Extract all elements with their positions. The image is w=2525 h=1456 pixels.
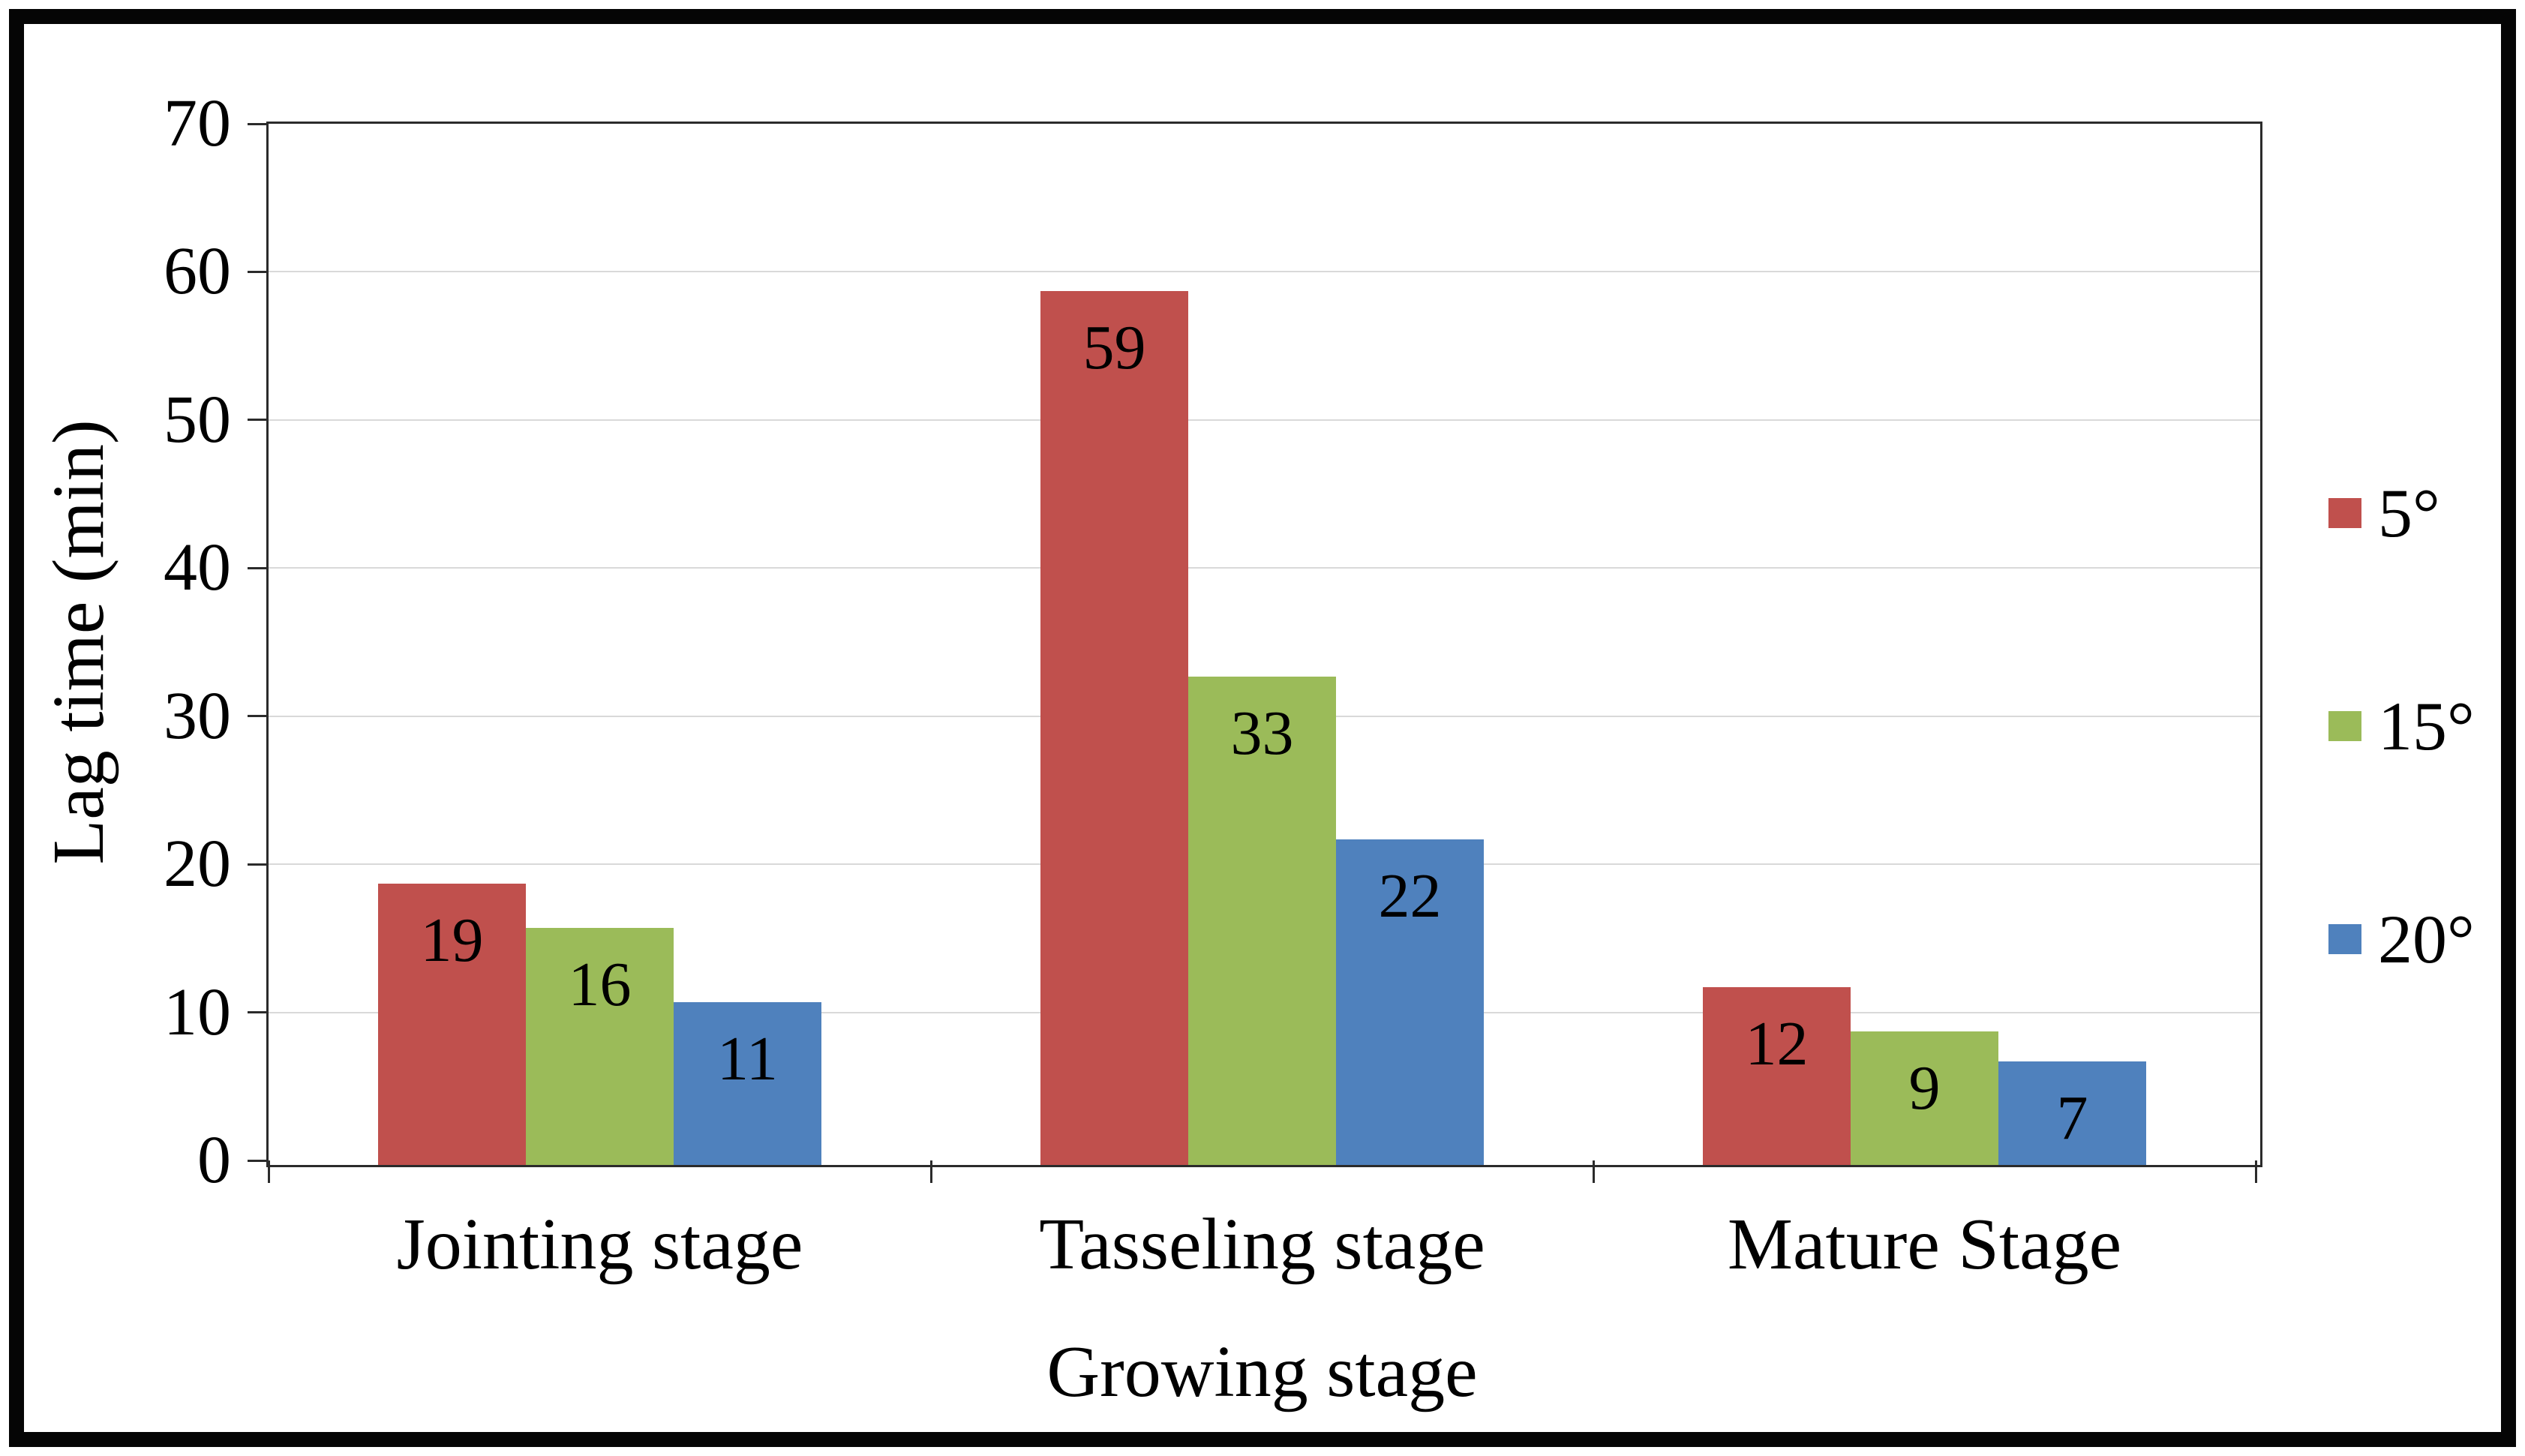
x-axis-title: Growing stage [1046, 1331, 1478, 1412]
gridline-y50 [269, 419, 2260, 421]
legend-item-5deg: 5° [2328, 476, 2440, 551]
bar-5deg-cat2: 12 [1703, 987, 1851, 1165]
legend-item-20deg: 20° [2328, 902, 2475, 977]
x-tick-3 [2254, 1160, 2257, 1183]
y-tick-0 [248, 1159, 269, 1162]
legend-label-5deg: 5° [2378, 475, 2440, 551]
bar-value-label: 22 [1378, 860, 1442, 931]
y-tick-label-30: 30 [164, 678, 231, 753]
bar-20deg-cat1: 22 [1336, 839, 1484, 1165]
y-tick-60 [248, 270, 269, 273]
bar-value-label: 9 [1908, 1053, 1941, 1124]
bar-value-label: 7 [2056, 1082, 2088, 1153]
bar-15deg-cat2: 9 [1851, 1031, 1998, 1165]
y-tick-30 [248, 715, 269, 718]
y-tick-70 [248, 122, 269, 125]
bar-15deg-cat0: 16 [526, 928, 674, 1165]
bar-value-label: 12 [1745, 1009, 1809, 1079]
y-tick-label-40: 40 [164, 530, 231, 605]
legend-swatch-5deg [2328, 498, 2361, 528]
gridline-y40 [269, 567, 2260, 569]
category-label-jointing: Jointing stage [396, 1204, 803, 1285]
legend-label-15deg: 15° [2378, 688, 2475, 764]
y-axis-title: Lag time (min) [38, 419, 119, 865]
legend-item-15deg: 15° [2328, 689, 2475, 764]
bar-value-label: 33 [1230, 698, 1294, 768]
y-tick-40 [248, 566, 269, 569]
y-tick-20 [248, 863, 269, 866]
bar-value-label: 11 [717, 1023, 778, 1094]
y-tick-label-60: 60 [164, 234, 231, 309]
bar-5deg-cat1: 59 [1040, 291, 1188, 1165]
category-label-tasseling: Tasseling stage [1039, 1204, 1485, 1285]
bar-15deg-cat1: 33 [1188, 676, 1336, 1165]
bar-value-label: 16 [568, 950, 632, 1020]
legend-label-20deg: 20° [2378, 901, 2475, 977]
x-tick-1 [929, 1160, 932, 1183]
y-tick-50 [248, 419, 269, 422]
category-label-mature: Mature Stage [1727, 1204, 2122, 1285]
plot-area: 19 16 11 59 33 22 12 9 7 [266, 122, 2262, 1167]
x-tick-2 [1592, 1160, 1595, 1183]
bar-20deg-cat0: 11 [674, 1001, 821, 1165]
x-tick-0 [267, 1160, 270, 1183]
bar-20deg-cat2: 7 [1998, 1061, 2146, 1165]
bar-value-label: 19 [420, 905, 484, 975]
legend-swatch-20deg [2328, 924, 2361, 954]
y-tick-label-20: 20 [164, 827, 231, 902]
legend-swatch-15deg [2328, 711, 2361, 741]
bar-5deg-cat0: 19 [378, 883, 526, 1165]
y-tick-label-50: 50 [164, 382, 231, 457]
gridline-y60 [269, 271, 2260, 273]
y-tick-label-0: 0 [197, 1123, 231, 1197]
y-tick-10 [248, 1011, 269, 1014]
y-tick-label-70: 70 [164, 86, 231, 161]
bar-value-label: 59 [1082, 313, 1146, 383]
y-tick-label-10: 10 [164, 974, 231, 1049]
